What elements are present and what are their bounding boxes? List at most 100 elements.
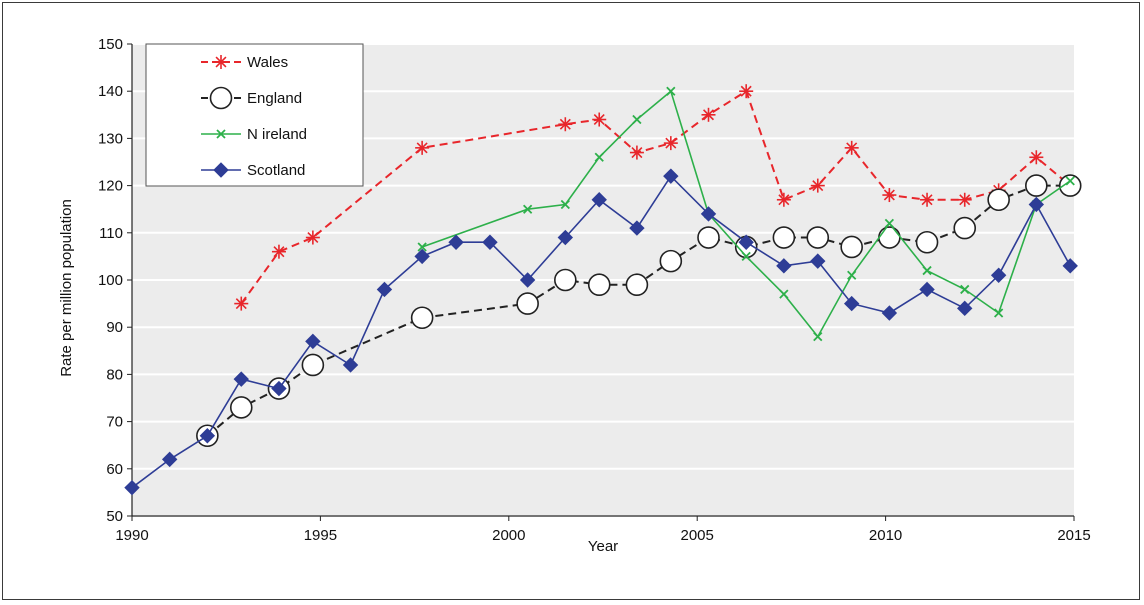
data-point-wales bbox=[663, 136, 678, 151]
data-point-scotland bbox=[629, 220, 645, 236]
legend-marker bbox=[216, 129, 226, 139]
data-point-scotland bbox=[1028, 196, 1045, 213]
data-point-scotland bbox=[448, 234, 464, 250]
data-point-wales bbox=[234, 296, 249, 311]
data-point-england bbox=[840, 235, 863, 259]
data-point-england bbox=[554, 268, 577, 292]
y-tick-label: 150 bbox=[98, 36, 123, 53]
legend-item-n-ireland: N ireland bbox=[201, 126, 307, 143]
y-axis-label: Rate per million population bbox=[58, 199, 75, 377]
series-england bbox=[196, 174, 1082, 448]
data-point-n-ireland bbox=[779, 289, 789, 299]
data-point-n-ireland bbox=[523, 204, 533, 214]
x-tick-label: 1990 bbox=[115, 527, 148, 544]
data-point-scotland bbox=[482, 234, 498, 250]
data-point-wales bbox=[629, 145, 644, 160]
x-tick-label: 1995 bbox=[304, 527, 337, 544]
series-layer bbox=[124, 84, 1082, 496]
y-tick-label: 140 bbox=[98, 83, 123, 100]
x-tick-label: 2000 bbox=[492, 527, 525, 544]
data-point-n-ireland bbox=[741, 251, 751, 262]
data-point-wales bbox=[739, 84, 754, 99]
data-point-wales bbox=[844, 140, 859, 155]
legend-label: Scotland bbox=[247, 162, 305, 179]
legend-marker bbox=[209, 86, 233, 110]
y-tick-label: 100 bbox=[98, 272, 123, 289]
data-point-n-ireland bbox=[417, 242, 427, 252]
data-point-scotland bbox=[1062, 258, 1078, 274]
legend-item-england: England bbox=[201, 86, 302, 110]
data-point-scotland bbox=[199, 428, 216, 444]
data-point-scotland bbox=[271, 380, 287, 397]
data-point-n-ireland bbox=[884, 218, 895, 228]
data-point-wales bbox=[920, 192, 935, 207]
data-point-wales bbox=[592, 112, 607, 127]
y-tick-label: 60 bbox=[106, 461, 123, 478]
data-point-england bbox=[953, 216, 977, 240]
x-tick-label: 2015 bbox=[1057, 527, 1090, 544]
y-tick-label: 80 bbox=[106, 366, 123, 383]
data-point-scotland bbox=[414, 248, 430, 265]
data-point-england bbox=[806, 226, 830, 249]
data-point-england bbox=[987, 188, 1010, 212]
data-point-england bbox=[410, 306, 434, 330]
data-point-england bbox=[697, 226, 720, 249]
data-point-scotland bbox=[738, 234, 754, 250]
data-point-n-ireland bbox=[960, 284, 970, 295]
data-point-scotland bbox=[776, 258, 792, 274]
data-point-scotland bbox=[305, 333, 321, 350]
data-point-scotland bbox=[919, 281, 935, 298]
x-tick-label: 2005 bbox=[681, 527, 714, 544]
data-point-n-ireland bbox=[847, 270, 857, 280]
legend-label: Wales bbox=[247, 54, 288, 71]
data-point-scotland bbox=[376, 281, 393, 298]
data-point-england bbox=[587, 273, 611, 297]
data-point-wales bbox=[1029, 150, 1044, 165]
data-point-wales bbox=[776, 192, 791, 207]
data-point-england bbox=[659, 249, 683, 273]
data-point-wales bbox=[957, 192, 972, 207]
data-point-scotland bbox=[957, 300, 973, 317]
data-point-n-ireland bbox=[560, 199, 570, 210]
data-point-n-ireland bbox=[994, 308, 1004, 318]
data-point-wales bbox=[305, 230, 320, 245]
legend-label: N ireland bbox=[247, 126, 307, 143]
y-tick-label: 130 bbox=[98, 130, 123, 147]
legend-marker bbox=[213, 162, 229, 178]
data-point-wales bbox=[810, 178, 825, 193]
data-point-scotland bbox=[161, 451, 178, 468]
data-point-n-ireland bbox=[813, 332, 823, 342]
data-point-england bbox=[1058, 174, 1082, 197]
data-point-scotland bbox=[591, 192, 607, 208]
series-scotland bbox=[124, 168, 1078, 496]
data-point-wales bbox=[415, 140, 430, 155]
tick-labels: 50 60 70 80 90 100 110 120 130 140 150 1990 1995 2000… bbox=[98, 36, 1091, 544]
data-point-england bbox=[229, 396, 253, 419]
data-point-scotland bbox=[990, 267, 1007, 283]
data-point-scotland bbox=[810, 253, 826, 269]
data-point-scotland bbox=[233, 371, 249, 387]
legend-marker bbox=[214, 55, 228, 69]
data-point-n-ireland bbox=[594, 152, 604, 162]
data-point-england bbox=[772, 226, 796, 249]
data-point-n-ireland bbox=[632, 114, 642, 125]
data-point-scotland bbox=[557, 229, 574, 246]
data-point-scotland bbox=[124, 479, 140, 496]
data-point-scotland bbox=[881, 305, 898, 321]
x-tick-label: 2010 bbox=[869, 527, 902, 544]
y-tick-label: 90 bbox=[106, 319, 123, 336]
data-point-england bbox=[625, 273, 649, 297]
data-point-scotland bbox=[843, 295, 860, 312]
legend-box bbox=[145, 43, 364, 187]
y-tick-label: 120 bbox=[98, 178, 123, 195]
y-tick-label: 50 bbox=[106, 508, 123, 525]
data-point-scotland bbox=[519, 272, 536, 288]
data-point-n-ireland bbox=[922, 265, 932, 276]
legend-label: England bbox=[247, 90, 302, 107]
y-tick-label: 110 bbox=[99, 225, 123, 242]
data-point-n-ireland bbox=[1065, 176, 1075, 186]
legend-item-wales: Wales bbox=[201, 54, 288, 71]
data-point-england bbox=[516, 292, 539, 315]
